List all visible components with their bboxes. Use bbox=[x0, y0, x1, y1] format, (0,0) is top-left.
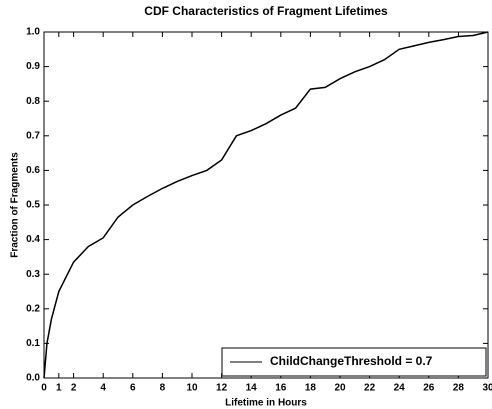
x-tick-label: 12 bbox=[216, 383, 228, 394]
y-tick-label: 0.1 bbox=[26, 338, 40, 349]
y-tick-label: 0.4 bbox=[26, 234, 40, 245]
y-tick-label: 0.7 bbox=[26, 130, 40, 141]
x-axis-label: Lifetime in Hours bbox=[225, 398, 307, 409]
x-tick-label: 16 bbox=[275, 383, 287, 394]
x-tick-label: 24 bbox=[394, 383, 406, 394]
chart-title: CDF Characteristics of Fragment Lifetime… bbox=[144, 4, 388, 18]
x-tick-label: 18 bbox=[305, 383, 317, 394]
x-tick-label: 14 bbox=[246, 383, 258, 394]
x-tick-label: 28 bbox=[453, 383, 465, 394]
y-tick-label: 0.6 bbox=[26, 165, 40, 176]
x-tick-label: 22 bbox=[364, 383, 376, 394]
x-tick-label: 0 bbox=[41, 383, 47, 394]
data-line bbox=[43, 31, 489, 379]
x-tick-label: 8 bbox=[160, 383, 166, 394]
plot-frame bbox=[43, 31, 489, 379]
y-tick-label: 1.0 bbox=[26, 27, 40, 38]
y-tick-label: 0.9 bbox=[26, 61, 40, 72]
x-tick-label: 4 bbox=[100, 383, 106, 394]
x-tick-label: 10 bbox=[186, 383, 198, 394]
x-tick-label: 20 bbox=[334, 383, 346, 394]
y-tick-label: 0.0 bbox=[26, 373, 40, 384]
legend-box bbox=[221, 347, 487, 377]
x-tick-label: 1 bbox=[56, 383, 62, 394]
legend-label: ChildChangeThreshold = 0.7 bbox=[270, 354, 433, 368]
x-tick-label: 2 bbox=[71, 383, 77, 394]
x-tick-label: 26 bbox=[423, 383, 435, 394]
x-tick-label: 30 bbox=[482, 383, 492, 394]
y-tick-label: 0.5 bbox=[26, 200, 40, 211]
y-tick-label: 0.2 bbox=[26, 303, 40, 314]
x-tick-label: 6 bbox=[130, 383, 136, 394]
y-axis-label: Fraction of Fragments bbox=[10, 152, 21, 258]
y-tick-label: 0.8 bbox=[26, 96, 40, 107]
y-tick-label: 0.3 bbox=[26, 269, 40, 280]
